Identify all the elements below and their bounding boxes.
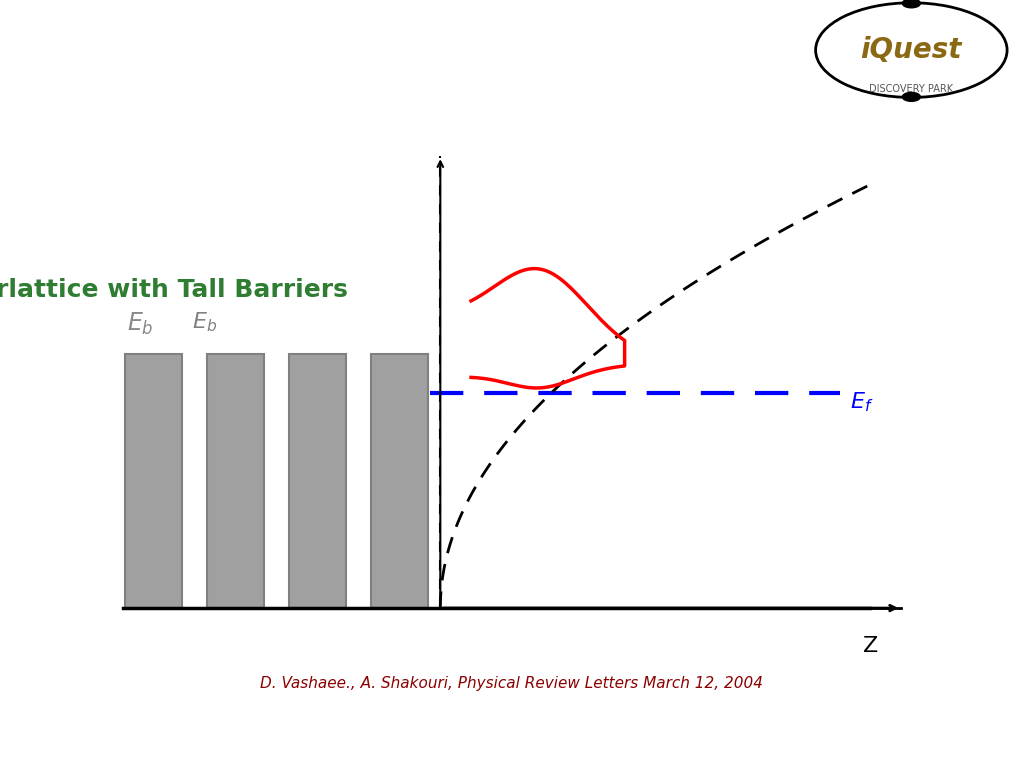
Text: PURDUE
UNIVERSITY: PURDUE UNIVERSITY [102, 723, 177, 744]
Bar [126, 354, 182, 608]
Text: Hot Electron Filtering (Thermionic
Emission) in Metallic Superlattices: Hot Electron Filtering (Thermionic Emiss… [16, 13, 610, 75]
Text: D. Vashaee., A. Shakouri, Physical Review Letters March 12, 2004: D. Vashaee., A. Shakouri, Physical Revie… [260, 676, 764, 691]
Text: iQuest: iQuest [860, 36, 963, 64]
Bar [207, 354, 264, 608]
Text: 13: 13 [965, 723, 993, 743]
Text: Z: Z [863, 637, 878, 657]
Text: DISCOVERY PARK: DISCOVERY PARK [869, 84, 953, 94]
Text: A. Shakouri nanoHUB-U Fall 2013: A. Shakouri nanoHUB-U Fall 2013 [316, 723, 708, 743]
Text: NANOHUB: NANOHUB [20, 718, 76, 728]
Bar [290, 354, 346, 608]
Text: $E_f$: $E_f$ [850, 390, 873, 414]
Circle shape [902, 0, 921, 8]
Text: Metallic Superlattice with Tall Barriers: Metallic Superlattice with Tall Barriers [0, 278, 348, 303]
Circle shape [902, 92, 921, 101]
Text: $E_b$: $E_b$ [127, 311, 154, 337]
Text: $E_b$: $E_b$ [193, 310, 217, 334]
Bar [372, 354, 428, 608]
